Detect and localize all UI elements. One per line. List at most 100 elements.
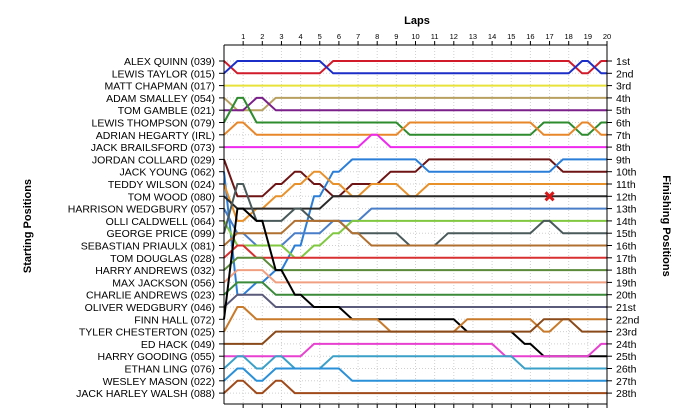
starting-position-label: MATT CHAPMAN (017) bbox=[105, 81, 215, 93]
lap-tick-label: 3 bbox=[279, 32, 283, 41]
finishing-position-label: 20th bbox=[616, 290, 637, 302]
driver-position-line bbox=[223, 96, 607, 136]
series-layer bbox=[223, 60, 607, 395]
lap-tick-label: 11 bbox=[431, 32, 439, 41]
starting-position-label: ED HACK (049) bbox=[141, 339, 215, 351]
lap-tick-label: 4 bbox=[299, 32, 303, 41]
lap-tick-label: 10 bbox=[411, 32, 419, 41]
driver-position-line bbox=[223, 158, 607, 198]
starting-position-label: JACK BRAILSFORD (073) bbox=[91, 142, 215, 154]
finishing-position-label: 11th bbox=[616, 179, 636, 191]
starting-position-label: ADAM SMALLEY (054) bbox=[106, 93, 215, 105]
starting-position-label: ALEX QUINN (039) bbox=[124, 56, 215, 68]
driver-position-line bbox=[224, 342, 607, 358]
driver-position-line bbox=[224, 133, 607, 149]
driver-position-line bbox=[223, 195, 607, 210]
finishing-position-label: 21st bbox=[616, 302, 636, 314]
driver-position-line bbox=[223, 244, 607, 259]
finishing-position-label: 4th bbox=[616, 93, 631, 105]
finishing-position-label: 5th bbox=[616, 105, 631, 117]
finishing-position-label: 16th bbox=[616, 241, 637, 253]
starting-position-label: HARRY ANDREWS (032) bbox=[95, 265, 215, 277]
starting-position-label: JORDAN COLLARD (029) bbox=[92, 154, 215, 166]
finishing-position-label: 12th bbox=[616, 191, 637, 203]
driver-position-line bbox=[223, 60, 607, 75]
starting-position-label: OLLI CALDWELL (064) bbox=[106, 216, 215, 228]
starting-position-label: ETHAN LING (076) bbox=[125, 364, 215, 376]
lap-tick-label: 19 bbox=[584, 32, 592, 41]
lap-tick-label: 17 bbox=[545, 32, 553, 41]
finishing-position-label: 17th bbox=[616, 253, 637, 265]
starting-position-label: TOM GAMBLE (021) bbox=[118, 105, 215, 117]
starting-position-label: TOM DOUGLAS (028) bbox=[110, 253, 215, 265]
starting-position-label: HARRY GOODING (055) bbox=[98, 351, 215, 363]
y-axis-title-right: Finishing Positions bbox=[660, 175, 672, 276]
lap-tick-label: 16 bbox=[526, 32, 534, 41]
starting-position-label: LEWIS TAYLOR (015) bbox=[112, 68, 215, 80]
driver-position-line bbox=[223, 293, 607, 308]
driver-position-line bbox=[224, 96, 607, 112]
finishing-position-label: 3rd bbox=[616, 81, 631, 93]
finishing-position-label: 8th bbox=[616, 142, 631, 154]
starting-position-label: OLIVER WEDGBURY (046) bbox=[85, 302, 215, 314]
starting-position-label: WESLEY MASON (022) bbox=[103, 376, 215, 388]
finishing-position-label: 23rd bbox=[616, 327, 637, 339]
finishing-position-label: 9th bbox=[616, 154, 631, 166]
lap-tick-label: 20 bbox=[603, 32, 611, 41]
finishing-position-label: 13th bbox=[616, 204, 637, 216]
starting-position-label: FINN HALL (072) bbox=[134, 314, 215, 326]
driver-position-line bbox=[223, 367, 607, 382]
finishing-position-label: 28th bbox=[616, 388, 637, 400]
starting-position-label: LEWIS THOMPSON (079) bbox=[92, 118, 216, 130]
lap-tick-label: 9 bbox=[394, 32, 398, 41]
starting-position-label: JACK YOUNG (062) bbox=[120, 167, 216, 179]
lap-tick-label: 8 bbox=[375, 32, 379, 41]
lap-tick-label: 2 bbox=[260, 32, 264, 41]
driver-position-line bbox=[223, 379, 607, 395]
lap-tick-label: 5 bbox=[318, 32, 322, 41]
finishing-position-label: 14th bbox=[616, 216, 637, 228]
lap-tick-label: 15 bbox=[507, 32, 515, 41]
starting-position-label: CHARLIE ANDREWS (023) bbox=[86, 290, 215, 302]
driver-position-line bbox=[223, 281, 607, 296]
finishing-position-label: 22nd bbox=[616, 314, 640, 326]
finishing-position-label: 27th bbox=[616, 376, 637, 388]
finishing-position-label: 18th bbox=[616, 265, 637, 277]
driver-position-line bbox=[223, 355, 607, 370]
driver-position-line bbox=[224, 318, 607, 345]
lap-tick-label: 13 bbox=[469, 32, 477, 41]
finishing-position-label: 7th bbox=[616, 130, 631, 142]
driver-position-line bbox=[223, 256, 607, 272]
finishing-position-label: 10th bbox=[616, 167, 637, 179]
finishing-position-label: 1st bbox=[616, 56, 630, 68]
finishing-position-label: 2nd bbox=[616, 68, 634, 80]
starting-position-label: HARRISON WEDGBURY (057) bbox=[68, 204, 215, 216]
x-axis-title: Laps bbox=[404, 15, 430, 27]
finishing-position-label: 25th bbox=[616, 351, 637, 363]
driver-position-line bbox=[223, 121, 607, 136]
finishing-position-label: 24th bbox=[616, 339, 637, 351]
retirement-marker-stroke bbox=[544, 191, 555, 202]
retirement-marker bbox=[544, 191, 555, 202]
finishing-position-label: 6th bbox=[616, 118, 631, 130]
y-axis-title-left: Starting Positions bbox=[22, 179, 34, 273]
lap-tick-label: 18 bbox=[565, 32, 573, 41]
starting-position-label: TEDDY WILSON (024) bbox=[108, 179, 215, 191]
starting-position-label: ADRIAN HEGARTY (IRL) bbox=[96, 130, 215, 142]
starting-position-label: TOM WOOD (080) bbox=[128, 191, 215, 203]
driver-position-line bbox=[223, 60, 607, 75]
finishing-position-label: 26th bbox=[616, 364, 637, 376]
finishing-position-label: 19th bbox=[616, 277, 637, 289]
axes bbox=[219, 41, 612, 408]
finishing-position-label: 15th bbox=[616, 228, 637, 240]
lap-tick-label: 1 bbox=[241, 32, 245, 41]
starting-position-label: TYLER CHESTERTON (025) bbox=[79, 327, 215, 339]
starting-position-label: GEORGE PRICE (099) bbox=[106, 228, 215, 240]
lap-tick-label: 14 bbox=[488, 32, 496, 41]
starting-position-label: JACK HARLEY WALSH (088) bbox=[76, 388, 215, 400]
lap-tick-label: 7 bbox=[356, 32, 360, 41]
driver-position-line bbox=[223, 207, 607, 247]
